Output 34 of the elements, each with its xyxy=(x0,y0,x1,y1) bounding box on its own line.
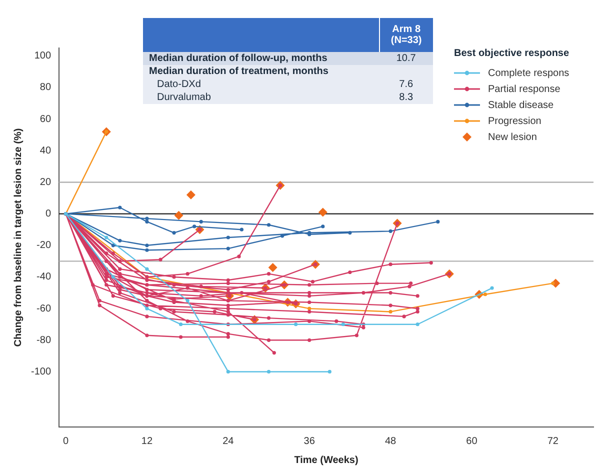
annotation: 10.7 xyxy=(395,52,417,65)
y-tick-label: -40 xyxy=(36,272,52,283)
annotation: 7.6 xyxy=(398,78,414,91)
y-tick-label: 0 xyxy=(45,208,52,220)
x-tick-label: 0 xyxy=(63,436,69,447)
legend-label: New lesion xyxy=(488,132,537,142)
y-tick-label: -100 xyxy=(31,366,52,378)
table-header: Arm 8 (N=33) xyxy=(143,18,433,52)
y-tick-label: -20 xyxy=(36,240,52,252)
y-tick-label: 20 xyxy=(40,176,52,188)
x-tick-label: 24 xyxy=(222,436,234,447)
x-tick-label: 12 xyxy=(141,436,153,447)
x-tick-label: 72 xyxy=(547,436,559,447)
annotation: 8.3 xyxy=(398,91,414,104)
x-tick-label: 60 xyxy=(466,436,478,447)
y-tick-label: 80 xyxy=(40,82,52,94)
y-tick-label: -80 xyxy=(36,334,52,346)
annotation: Dato-DXd xyxy=(156,78,202,91)
legend-title: Best objective response xyxy=(454,48,570,59)
y-axis-title: Change from baseline in target lesion size (%) xyxy=(12,128,24,347)
legend-label: Partial response xyxy=(488,84,560,94)
legend-label: Stable disease xyxy=(488,100,554,110)
y-tick-label: 100 xyxy=(34,50,52,62)
legend-label: Complete respons xyxy=(488,68,570,78)
x-tick-label: 36 xyxy=(304,436,316,447)
annotation: Durvalumab xyxy=(156,91,212,104)
y-tick-label: 60 xyxy=(40,114,52,125)
annotation: Median duration of treatment, months xyxy=(148,65,330,78)
x-axis-title: Time (Weeks) xyxy=(294,454,358,466)
x-tick-label: 48 xyxy=(384,436,397,447)
legend-label: Progression xyxy=(488,116,542,126)
annotation: Median duration of follow-up, months xyxy=(148,52,328,65)
y-tick-label: -60 xyxy=(36,303,52,314)
y-tick-label: 40 xyxy=(40,145,52,156)
